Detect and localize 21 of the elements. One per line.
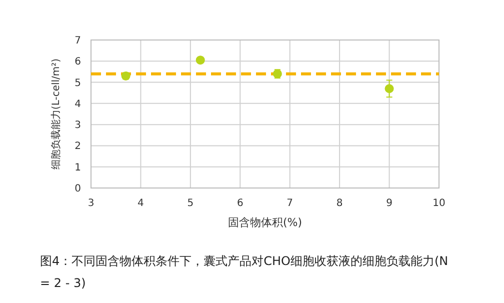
y-tick-label: 3 bbox=[74, 120, 81, 132]
x-tick-label: 10 bbox=[432, 198, 446, 209]
x-tick-label: 5 bbox=[187, 198, 194, 209]
x-tick-label: 3 bbox=[88, 198, 94, 209]
y-axis-title: 细胞负载能力(L-cell/m²) bbox=[50, 58, 62, 170]
x-axis-title: 固含物体积(%) bbox=[228, 216, 302, 229]
x-tick-label: 4 bbox=[138, 198, 144, 209]
y-tick-label: 0 bbox=[74, 184, 81, 194]
caption: 图4：不同固含物体积条件下，囊式产品对CHO细胞收获液的细胞负载能力(N = 2 - 3) bbox=[40, 254, 448, 290]
y-tick-label: 4 bbox=[74, 98, 81, 110]
point bbox=[384, 84, 394, 94]
y-tick-label: 7 bbox=[74, 36, 81, 46]
y-tick-label: 6 bbox=[74, 56, 81, 68]
y-tick-label: 5 bbox=[74, 78, 81, 89]
x-tick-label: 9 bbox=[386, 198, 392, 209]
x-tick-label: 7 bbox=[286, 198, 294, 209]
x-tick-label: 8 bbox=[336, 198, 343, 209]
x-tick-label: 6 bbox=[236, 198, 244, 209]
point bbox=[196, 56, 205, 65]
y-tick-label: 2 bbox=[74, 141, 81, 152]
y-tick-label: 1 bbox=[74, 162, 81, 174]
